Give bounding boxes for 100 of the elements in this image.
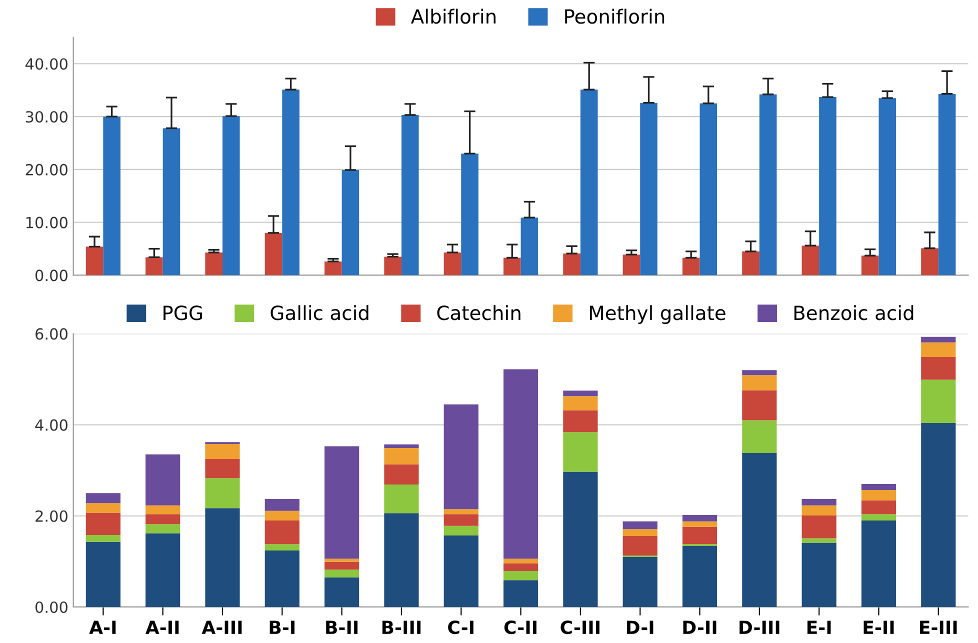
bar (921, 336, 956, 342)
bar (861, 484, 896, 490)
x-tick-label: E-II (864, 620, 894, 634)
bar (682, 514, 718, 522)
x-tick-label: E-I (807, 620, 831, 634)
bar (282, 90, 300, 276)
x-tick-label: D-III (740, 620, 780, 634)
bar (146, 524, 180, 534)
bar (520, 218, 538, 276)
x-tick-label: B-III (382, 620, 421, 634)
bar (921, 380, 956, 423)
bar (324, 558, 360, 562)
bar (205, 252, 222, 276)
bar (742, 370, 777, 376)
bar (264, 499, 300, 511)
bar (802, 542, 836, 607)
bar (563, 432, 598, 472)
bar (444, 514, 478, 526)
bar (162, 128, 180, 276)
legend-label: Albiflorin (410, 8, 496, 24)
y-tick-label: 0.00 (35, 601, 68, 614)
bar (444, 252, 462, 276)
bar (205, 478, 240, 508)
bar (700, 103, 718, 276)
bar (503, 258, 521, 276)
bar (444, 535, 478, 607)
x-tick-label: A-I (89, 620, 116, 634)
bar (861, 500, 896, 514)
bar (682, 258, 700, 276)
bar (503, 369, 538, 559)
bar (861, 520, 896, 607)
bar (86, 503, 120, 513)
x-tick-label: C-III (560, 620, 600, 634)
bar (103, 116, 120, 276)
bar (461, 154, 478, 276)
bar (324, 577, 360, 607)
legend-label: Catechin (437, 305, 520, 320)
bar (205, 508, 240, 607)
bar (146, 514, 180, 524)
bar (86, 246, 104, 276)
bar (759, 94, 777, 276)
bar (921, 248, 938, 276)
bar (264, 520, 300, 544)
bar (742, 375, 777, 390)
bar (802, 538, 836, 543)
x-tick-label: A-III (202, 620, 242, 634)
bar (503, 563, 538, 572)
legend-label: Benzoic acid (794, 305, 914, 320)
bar (802, 499, 836, 506)
legend-label: PGG (164, 306, 202, 320)
bar (384, 513, 419, 607)
bar (742, 390, 777, 420)
y-tick-label: 6.00 (36, 328, 68, 340)
x-tick-label: E-III (920, 620, 957, 634)
bar (861, 256, 879, 276)
bar (742, 453, 777, 607)
bar (503, 558, 538, 564)
bar (503, 580, 538, 607)
legend-label: Peoniflorin (565, 8, 664, 24)
y-tick-label: 20.00 (26, 164, 68, 176)
bar (622, 556, 658, 607)
bar (819, 97, 836, 276)
bar (444, 509, 478, 514)
y-tick-label: 10.00 (26, 216, 68, 228)
bar (563, 472, 598, 607)
bar (324, 570, 360, 578)
bar (324, 562, 360, 570)
x-tick-label: C-II (504, 620, 536, 634)
bar (580, 90, 598, 276)
bar (86, 512, 120, 536)
bar (682, 546, 718, 607)
bar (86, 493, 120, 504)
bar (861, 514, 896, 520)
bar (921, 342, 956, 357)
y-tick-label: 30.00 (26, 111, 68, 123)
bar (264, 510, 300, 520)
bar (146, 533, 180, 607)
bar (146, 454, 180, 506)
bar (384, 256, 402, 276)
y-tick-label: 40.00 (26, 58, 68, 70)
bar (802, 505, 836, 516)
bar (742, 420, 777, 454)
bar (622, 536, 658, 556)
bar (682, 526, 718, 544)
bar (205, 444, 240, 459)
y-tick-label: 0.00 (35, 270, 68, 282)
legend-label: Gallic acid (270, 305, 368, 320)
bar (342, 170, 360, 276)
bar (921, 422, 956, 607)
bar (622, 521, 658, 530)
bar (861, 490, 896, 500)
bar (503, 571, 538, 580)
bar (324, 446, 360, 559)
bar (622, 254, 640, 276)
bar (563, 390, 598, 396)
bar (640, 102, 658, 276)
bar (878, 98, 896, 276)
bar (401, 115, 419, 276)
bar (384, 484, 419, 514)
y-tick-label: 2.00 (36, 510, 68, 522)
